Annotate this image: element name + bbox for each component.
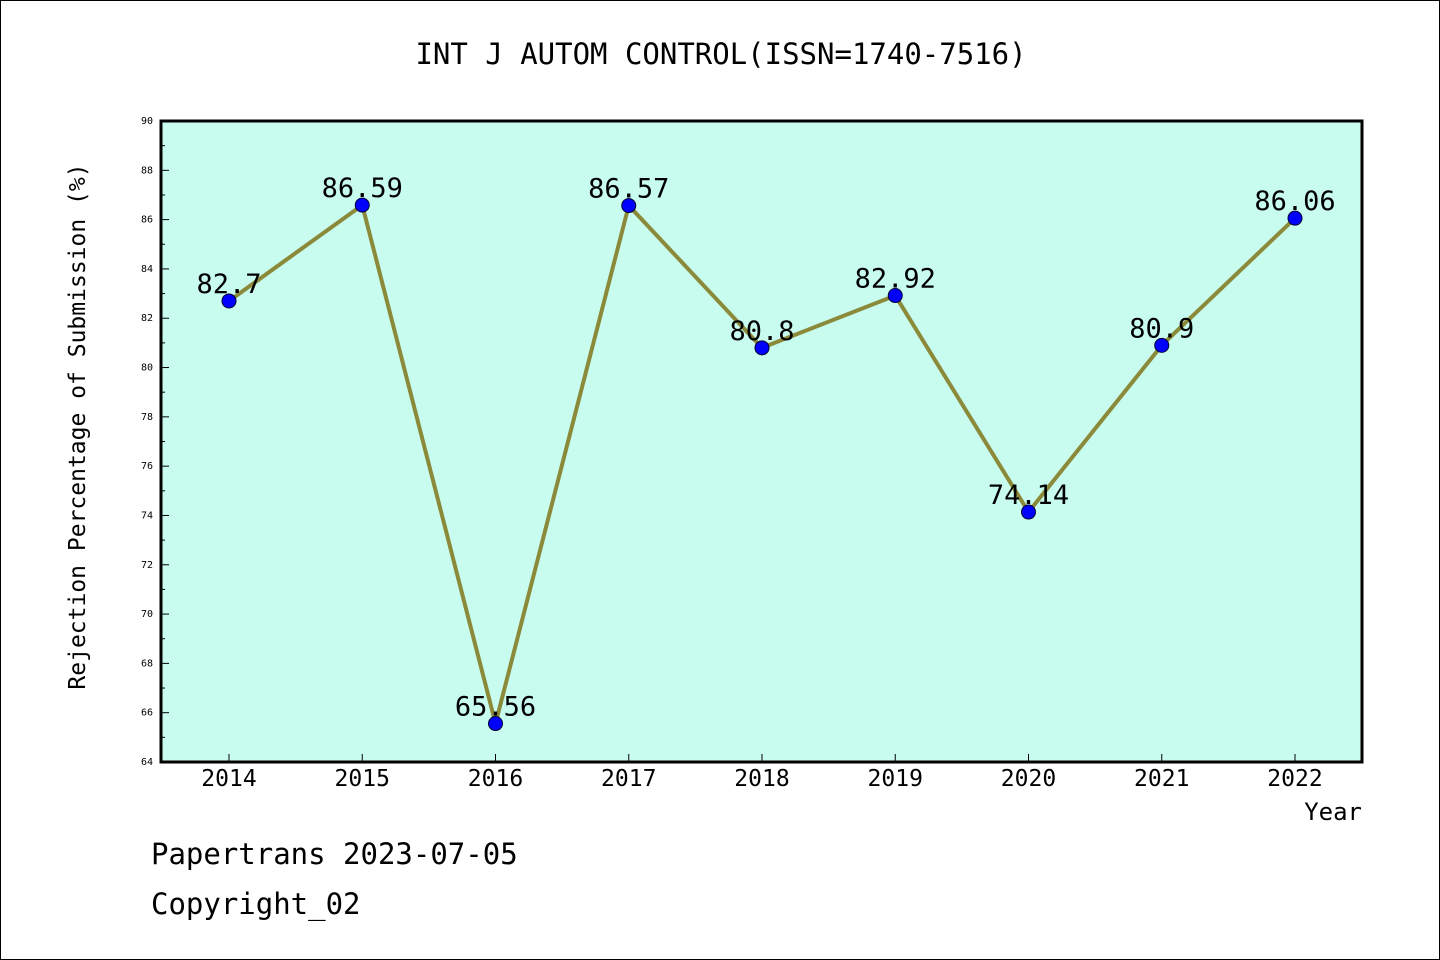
- data-point: [754, 340, 770, 356]
- plot-area: [161, 121, 1362, 762]
- x-tick-label: 2017: [601, 766, 656, 792]
- data-point: [221, 293, 237, 309]
- data-point: [621, 198, 637, 214]
- y-tick-label: 70: [141, 609, 153, 620]
- x-tick-label: 2022: [1267, 766, 1322, 792]
- data-point: [354, 197, 370, 213]
- x-axis-ticks: 2014 2015 2016 2017 2018 2019 2020 2021 2022: [201, 754, 1323, 792]
- data-point: [1287, 210, 1303, 226]
- data-markers: [221, 197, 1303, 732]
- y-tick-label: 86: [141, 215, 153, 226]
- y-tick-label: 88: [141, 165, 153, 176]
- y-tick-label: 78: [141, 412, 153, 423]
- y-tick-label: 80: [141, 363, 153, 374]
- y-axis-label: Rejection Percentage of Submission (%): [65, 163, 91, 689]
- y-tick-label: 72: [141, 560, 153, 571]
- plot-frame: [159, 119, 1364, 764]
- x-tick-label: 2015: [335, 766, 390, 792]
- y-tick-label: 82: [141, 313, 153, 324]
- x-tick-label: 2021: [1134, 766, 1189, 792]
- y-tick-label: 74: [141, 510, 153, 521]
- y-tick-label: 90: [141, 116, 153, 127]
- y-tick-label: 64: [141, 757, 153, 768]
- footer-source: Papertrans 2023-07-05: [151, 837, 518, 871]
- y-tick-label: 84: [141, 264, 153, 275]
- data-point: [887, 288, 903, 304]
- x-tick-label: 2014: [201, 766, 256, 792]
- y-tick-label: 66: [141, 708, 153, 719]
- data-labels: 82.786.5965.5686.5780.882.9274.1480.986.…: [196, 173, 1335, 722]
- y-tick-label: 76: [141, 461, 153, 472]
- data-point: [1021, 504, 1036, 520]
- x-tick-label: 2019: [868, 766, 923, 792]
- chart-title: INT J AUTOM CONTROL(ISSN=1740-7516): [415, 37, 1027, 71]
- y-tick-label: 68: [141, 658, 153, 669]
- x-tick-label: 2018: [734, 766, 789, 792]
- data-point: [1154, 337, 1170, 353]
- footer-copyright: Copyright_02: [151, 887, 361, 921]
- x-tick-label: 2020: [1001, 766, 1056, 792]
- x-tick-label: 2016: [468, 766, 523, 792]
- x-axis-label: Year: [1304, 798, 1362, 826]
- data-point: [488, 716, 503, 732]
